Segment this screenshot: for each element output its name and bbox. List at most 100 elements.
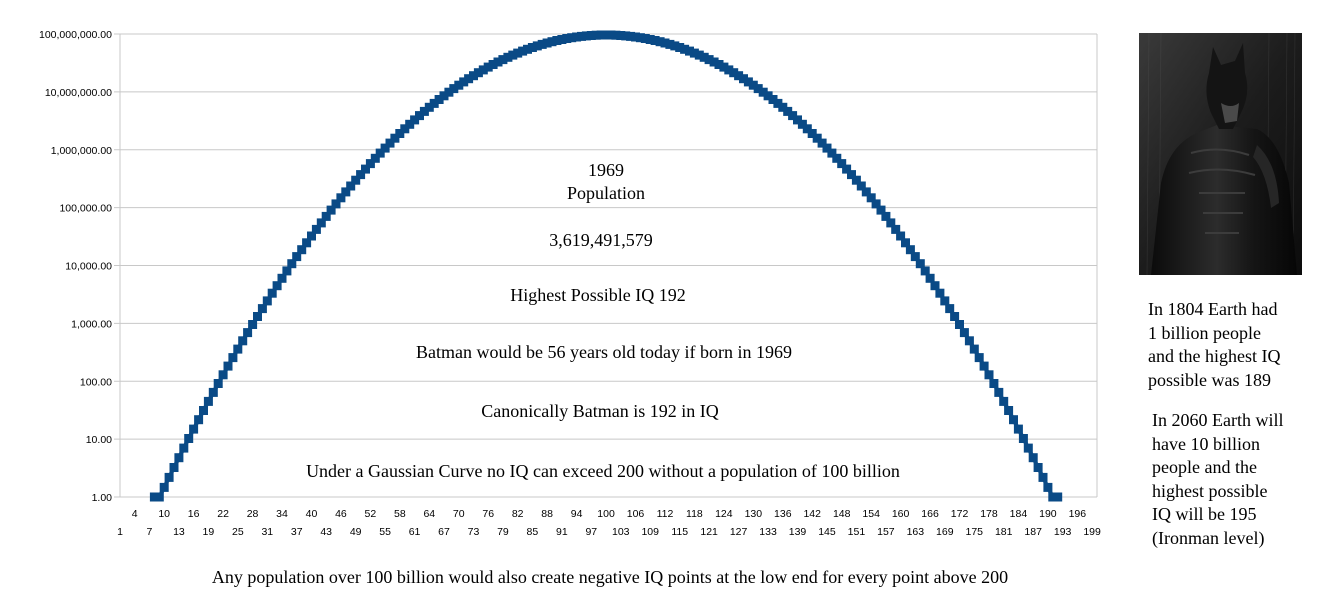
y-tick-label: 1,000,000.00 <box>51 145 112 157</box>
y-tick-label: 1.00 <box>92 492 113 504</box>
x-tick-label: 82 <box>512 508 524 520</box>
x-tick-label: 112 <box>657 508 674 520</box>
data-point-marker <box>837 159 847 169</box>
data-point-marker <box>557 35 567 44</box>
data-point-marker <box>194 415 204 425</box>
data-point-marker <box>812 133 822 143</box>
data-point-marker <box>532 41 542 51</box>
data-point-marker <box>567 33 577 43</box>
data-point-marker <box>969 344 979 354</box>
data-point-marker <box>670 41 680 51</box>
data-point-marker <box>375 148 385 158</box>
x-tick-label: 43 <box>320 526 332 538</box>
y-axis-tick-labels: 100,000,000.00 10,000,000.00 1,000,000.00 1… <box>39 29 112 504</box>
data-point-marker <box>955 320 964 329</box>
data-point-marker <box>631 32 640 42</box>
x-tick-label: 22 <box>217 508 229 520</box>
data-point-marker <box>223 361 233 371</box>
x-tick-label: 103 <box>612 526 630 538</box>
data-point-marker <box>542 38 552 48</box>
data-point-marker <box>483 62 493 72</box>
data-point-marker <box>272 281 282 291</box>
data-point-marker <box>856 181 866 191</box>
data-point-marker <box>395 129 405 138</box>
x-tick-label: 136 <box>774 508 792 520</box>
y-tick-label: 10.00 <box>86 434 112 446</box>
x-tick-label: 13 <box>173 526 185 538</box>
data-point-marker <box>1033 463 1043 472</box>
data-point-marker <box>547 37 557 47</box>
x-tick-label: 109 <box>641 526 659 538</box>
data-point-marker <box>351 175 361 185</box>
data-point-marker <box>424 102 434 112</box>
data-point-marker <box>920 266 930 276</box>
y-tick-label: 10,000.00 <box>65 261 112 273</box>
data-point-marker <box>704 55 714 65</box>
data-point-marker <box>233 344 243 354</box>
data-point-marker <box>896 231 906 241</box>
data-point-marker <box>410 115 420 125</box>
data-point-marker <box>346 181 356 191</box>
data-point-marker <box>478 65 488 75</box>
x-tick-label: 37 <box>291 526 303 538</box>
data-point-marker <box>689 48 699 58</box>
data-point-marker <box>248 320 258 329</box>
data-point-marker <box>562 34 572 43</box>
x-tick-label: 7 <box>147 526 153 538</box>
annotation-batman-iq: Canonically Batman is 192 in IQ <box>481 401 718 421</box>
data-point-marker <box>464 74 474 84</box>
data-point-marker <box>1018 434 1028 443</box>
data-point-marker <box>768 95 778 104</box>
data-point-marker <box>910 252 920 262</box>
data-point-marker <box>851 175 861 185</box>
data-point-marker <box>508 50 518 60</box>
data-point-marker <box>159 482 169 492</box>
data-point-marker <box>449 84 459 94</box>
x-tick-label: 118 <box>686 508 703 520</box>
x-tick-label: 73 <box>468 526 480 538</box>
data-point-marker <box>881 211 891 221</box>
data-point-marker <box>257 304 267 314</box>
x-tick-label: 187 <box>1024 526 1042 538</box>
data-point-marker <box>861 187 871 197</box>
y-tick-label: 100,000,000.00 <box>39 29 112 41</box>
data-point-marker <box>400 124 410 134</box>
y-tick-label: 100.00 <box>80 376 112 388</box>
x-tick-label: 31 <box>261 526 273 538</box>
x-tick-label: 142 <box>803 508 821 520</box>
x-tick-label: 172 <box>951 508 969 520</box>
data-point-marker <box>739 74 748 84</box>
data-point-marker <box>601 30 611 40</box>
data-point-marker <box>429 98 439 108</box>
data-point-marker <box>415 111 424 121</box>
data-point-marker <box>503 52 513 62</box>
data-point-marker <box>341 187 351 197</box>
data-point-marker <box>606 30 616 40</box>
x-tick-label: 199 <box>1083 526 1101 538</box>
data-point-marker <box>277 273 287 283</box>
data-point-marker <box>783 106 793 116</box>
x-tick-label: 55 <box>379 526 391 538</box>
data-point-marker <box>979 361 989 371</box>
data-point-marker <box>964 336 974 346</box>
data-point-marker <box>788 111 798 121</box>
data-point-marker <box>189 424 199 434</box>
x-tick-label: 79 <box>497 526 509 538</box>
data-point-marker <box>773 98 783 108</box>
data-point-marker <box>1023 443 1033 453</box>
x-tick-label: 10 <box>158 508 170 520</box>
annotation-population-value: 3,619,491,579 <box>549 230 653 250</box>
annotation-year: 1969 <box>588 160 624 180</box>
x-tick-label: 94 <box>571 508 583 520</box>
data-point-marker <box>537 39 547 49</box>
data-point-marker <box>385 138 395 148</box>
y-tick-label: 1,000.00 <box>71 318 112 330</box>
data-point-marker <box>758 87 768 97</box>
x-tick-label: 157 <box>877 526 895 538</box>
data-point-marker <box>915 259 925 269</box>
data-point-marker <box>763 91 773 101</box>
data-point-marker <box>665 39 675 49</box>
data-point-marker <box>243 328 253 338</box>
data-point-marker <box>778 102 788 112</box>
series <box>149 30 1063 502</box>
